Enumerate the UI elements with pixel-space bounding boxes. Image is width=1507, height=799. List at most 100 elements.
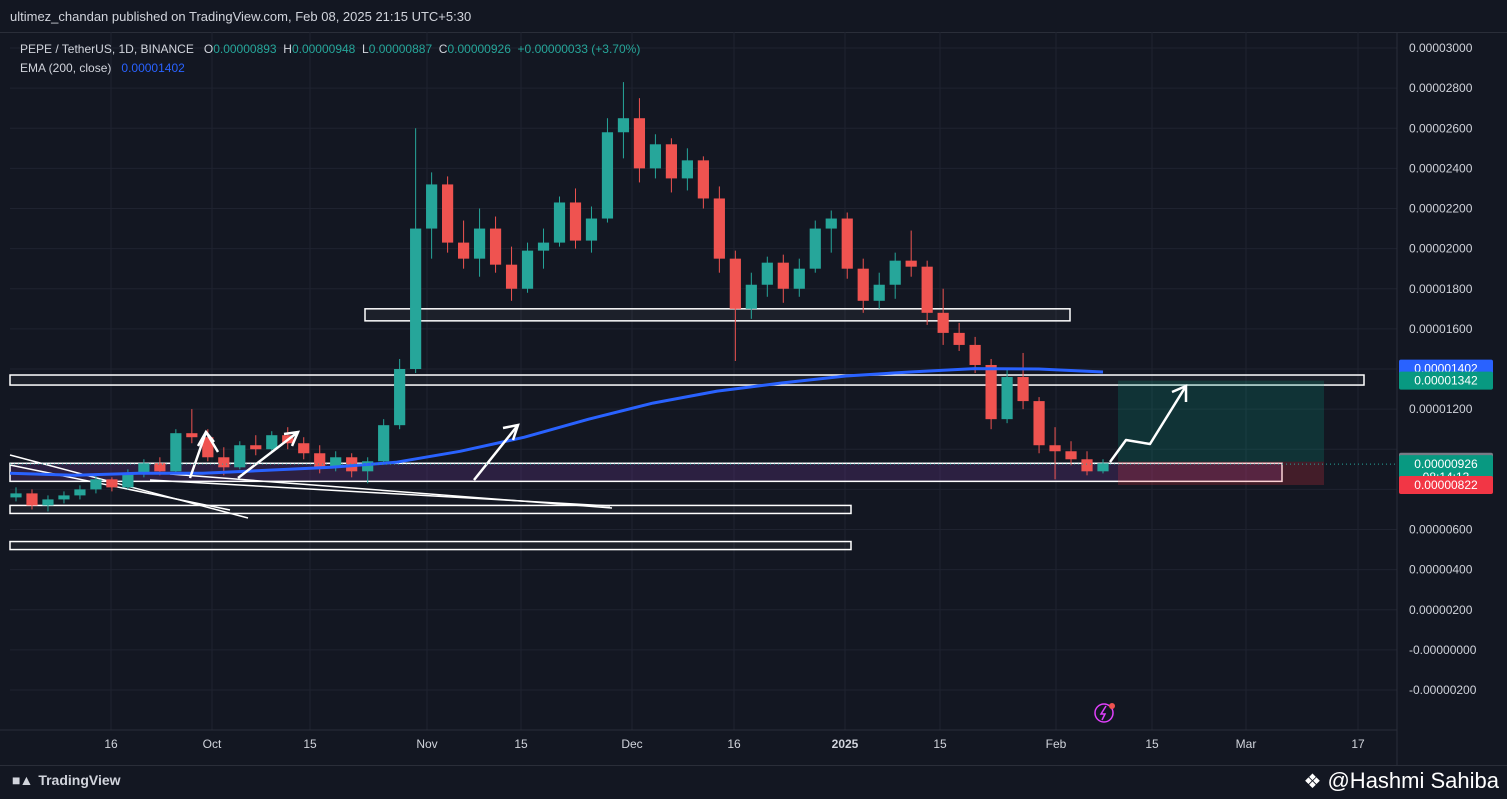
watermark-text: @Hashmi Sahiba <box>1327 768 1499 793</box>
candle-body <box>410 228 422 369</box>
candle <box>921 260 933 325</box>
time-tick-label: 16 <box>104 737 118 751</box>
price-tick-label: 0.00003000 <box>1409 41 1473 55</box>
time-tick-label: 15 <box>303 737 317 751</box>
price-tick-label: 0.00000400 <box>1409 563 1473 577</box>
candle <box>1065 441 1077 466</box>
candle-body <box>1065 451 1077 460</box>
candle-body <box>154 463 166 472</box>
candle-body <box>170 433 182 472</box>
candle-body <box>314 453 326 468</box>
footer-bar: ■▲ TradingView ❖ @Hashmi Sahiba <box>0 765 1507 799</box>
candle-body <box>10 493 22 498</box>
candle <box>937 288 949 345</box>
trendline <box>149 479 611 507</box>
open-value: 0.00000893 <box>213 42 277 56</box>
ema-label[interactable]: EMA (200, close) <box>20 61 112 75</box>
arrow-line <box>1108 385 1188 463</box>
candle-body <box>969 344 981 365</box>
candle <box>473 208 486 277</box>
candle-body <box>138 463 150 474</box>
alert-icon[interactable] <box>1094 703 1115 723</box>
candle-body <box>665 144 677 179</box>
time-tick-label: 15 <box>514 737 528 751</box>
arrow-line <box>237 431 299 479</box>
candle <box>697 156 709 209</box>
tradingview-logo[interactable]: ■▲ TradingView <box>12 772 121 788</box>
arrow-line <box>473 424 519 481</box>
time-tick-label: 16 <box>727 737 741 751</box>
ema-value: 0.00001402 <box>121 61 185 75</box>
candle-body <box>106 479 118 488</box>
candle <box>761 256 773 297</box>
long-position-tool[interactable] <box>1118 380 1324 485</box>
stop-area <box>1118 461 1324 485</box>
candle <box>410 128 422 374</box>
candle-body <box>761 262 773 285</box>
candle <box>42 495 54 512</box>
candle <box>681 148 693 191</box>
candle-body <box>362 461 374 472</box>
candle-body <box>298 443 310 454</box>
candle-body <box>457 242 470 259</box>
candle <box>953 322 965 351</box>
candle <box>649 134 662 179</box>
candle <box>394 358 406 430</box>
price-tick-label: 0.00000200 <box>1409 603 1473 617</box>
price-tick-label: -0.00000000 <box>1409 643 1477 657</box>
candle-body <box>857 268 869 301</box>
candle <box>521 242 534 293</box>
symbol-name[interactable]: PEPE / TetherUS, 1D, BINANCE <box>20 42 194 56</box>
time-tick-label: Feb <box>1046 737 1067 751</box>
tradingview-logo-icon: ■▲ <box>12 772 33 788</box>
close-value: 0.00000926 <box>447 42 511 56</box>
candle <box>26 489 38 510</box>
price-tick-label: 0.00002200 <box>1409 202 1473 216</box>
time-axis[interactable]: 16 Oct 15 Nov 15 Dec 16 2025 15 Feb 15 Mar 17 <box>0 729 1397 751</box>
candle-body <box>58 495 70 500</box>
candle <box>841 212 853 279</box>
candle-body <box>426 184 438 229</box>
candle <box>713 186 725 273</box>
candle-body <box>809 228 821 269</box>
candle <box>1017 352 1029 410</box>
candle-body <box>250 445 262 450</box>
candle <box>234 441 246 470</box>
candle-body <box>553 202 566 243</box>
chart-grid <box>10 32 1397 730</box>
candle <box>825 210 837 253</box>
publisher-bar: ultimez_chandan published on TradingView… <box>0 0 1507 33</box>
candle <box>889 252 901 299</box>
candle <box>362 457 374 484</box>
time-tick-label: Dec <box>621 737 642 751</box>
candle-body <box>937 312 949 333</box>
candle-body <box>681 160 693 179</box>
candle-body <box>74 489 86 496</box>
trendline <box>9 464 231 511</box>
candle-body <box>1049 445 1061 452</box>
candle-body <box>953 332 965 345</box>
candle <box>106 477 118 492</box>
candle <box>809 220 821 273</box>
symbol-row: PEPE / TetherUS, 1D, BINANCE O0.00000893… <box>20 42 641 56</box>
candle-body <box>569 202 582 241</box>
candle <box>266 431 278 452</box>
candle-body <box>745 284 757 309</box>
candle <box>1097 459 1109 474</box>
candle-body <box>505 264 518 289</box>
zone-box <box>9 374 1365 386</box>
arrow-head <box>283 430 301 447</box>
candle <box>537 228 550 269</box>
price-tick-label: 0.00001600 <box>1409 322 1473 336</box>
price-axis[interactable]: 0.00003000 0.00002800 0.00002600 0.00002400… <box>1396 32 1477 765</box>
candle-body <box>378 425 390 462</box>
price-tick-label: -0.00000200 <box>1409 683 1477 697</box>
candle-body <box>873 284 885 301</box>
candle-body <box>649 144 662 169</box>
arrow-head <box>502 423 520 441</box>
candle <box>665 138 677 193</box>
candle-body <box>601 132 614 219</box>
candle <box>905 230 917 277</box>
candle-body <box>1001 377 1013 420</box>
